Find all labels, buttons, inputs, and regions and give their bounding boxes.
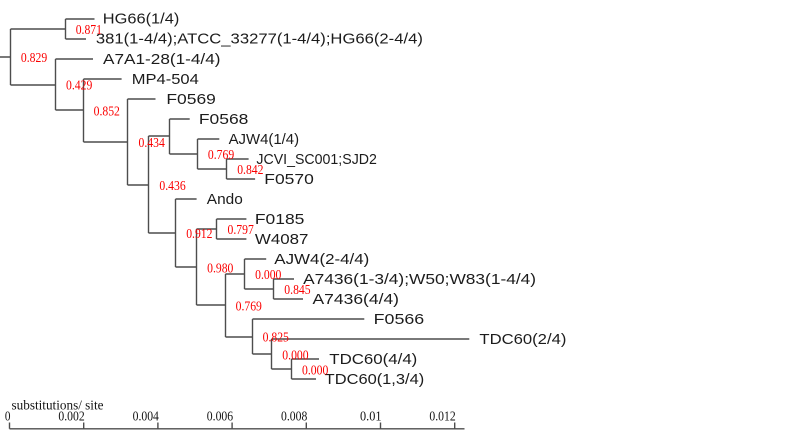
- svg-text:0.012: 0.012: [429, 410, 455, 425]
- svg-text:0.829: 0.829: [21, 51, 47, 66]
- svg-text:W4087: W4087: [255, 231, 309, 248]
- svg-text:0.002: 0.002: [58, 410, 84, 425]
- svg-text:F0185: F0185: [255, 211, 305, 228]
- svg-text:0.825: 0.825: [263, 331, 289, 346]
- svg-text:0.769: 0.769: [236, 299, 262, 314]
- svg-text:F0569: F0569: [166, 91, 216, 108]
- svg-text:0.852: 0.852: [94, 104, 120, 119]
- svg-text:0.01: 0.01: [360, 410, 382, 425]
- svg-text:JCVI_SC001;SJD2: JCVI_SC001;SJD2: [256, 151, 377, 168]
- svg-text:0.006: 0.006: [207, 410, 233, 425]
- svg-text:0.008: 0.008: [281, 410, 307, 425]
- svg-text:0.842: 0.842: [237, 163, 263, 178]
- svg-text:0.845: 0.845: [284, 283, 310, 298]
- svg-text:TDC60(1,3/4): TDC60(1,3/4): [325, 371, 425, 388]
- svg-text:Ando: Ando: [207, 191, 243, 208]
- svg-text:A7436(4/4): A7436(4/4): [313, 291, 400, 308]
- svg-text:0.434: 0.434: [139, 136, 165, 151]
- svg-text:0.980: 0.980: [207, 261, 233, 276]
- svg-text:0.429: 0.429: [66, 79, 92, 94]
- svg-text:0.000: 0.000: [255, 268, 281, 283]
- svg-text:0.769: 0.769: [208, 148, 234, 163]
- svg-text:MP4-504: MP4-504: [132, 71, 199, 88]
- svg-text:F0566: F0566: [374, 311, 425, 328]
- svg-text:TDC60(2/4): TDC60(2/4): [479, 331, 566, 348]
- svg-text:F0568: F0568: [199, 111, 249, 128]
- svg-text:0.436: 0.436: [159, 179, 185, 194]
- svg-text:0: 0: [5, 410, 11, 425]
- svg-text:AJW4(1/4): AJW4(1/4): [229, 131, 300, 148]
- svg-text:substitutions/ site: substitutions/ site: [12, 397, 104, 412]
- svg-text:0.000: 0.000: [282, 348, 308, 363]
- svg-text:381(1-4/4);ATCC_33277(1-4/4);H: 381(1-4/4);ATCC_33277(1-4/4);HG66(2-4/4): [96, 31, 423, 48]
- svg-text:TDC60(4/4): TDC60(4/4): [329, 351, 417, 368]
- svg-text:A7436(1-3/4);W50;W83(1-4/4): A7436(1-3/4);W50;W83(1-4/4): [303, 271, 536, 288]
- svg-text:A7A1-28(1-4/4): A7A1-28(1-4/4): [103, 51, 221, 68]
- svg-text:0.912: 0.912: [186, 227, 212, 242]
- svg-text:0.000: 0.000: [302, 363, 328, 378]
- svg-text:0.871: 0.871: [76, 23, 102, 38]
- svg-text:AJW4(2-4/4): AJW4(2-4/4): [274, 251, 369, 268]
- svg-text:0.004: 0.004: [133, 410, 159, 425]
- svg-text:HG66(1/4): HG66(1/4): [103, 11, 180, 28]
- svg-text:0.797: 0.797: [228, 223, 254, 238]
- svg-text:F0570: F0570: [264, 171, 314, 188]
